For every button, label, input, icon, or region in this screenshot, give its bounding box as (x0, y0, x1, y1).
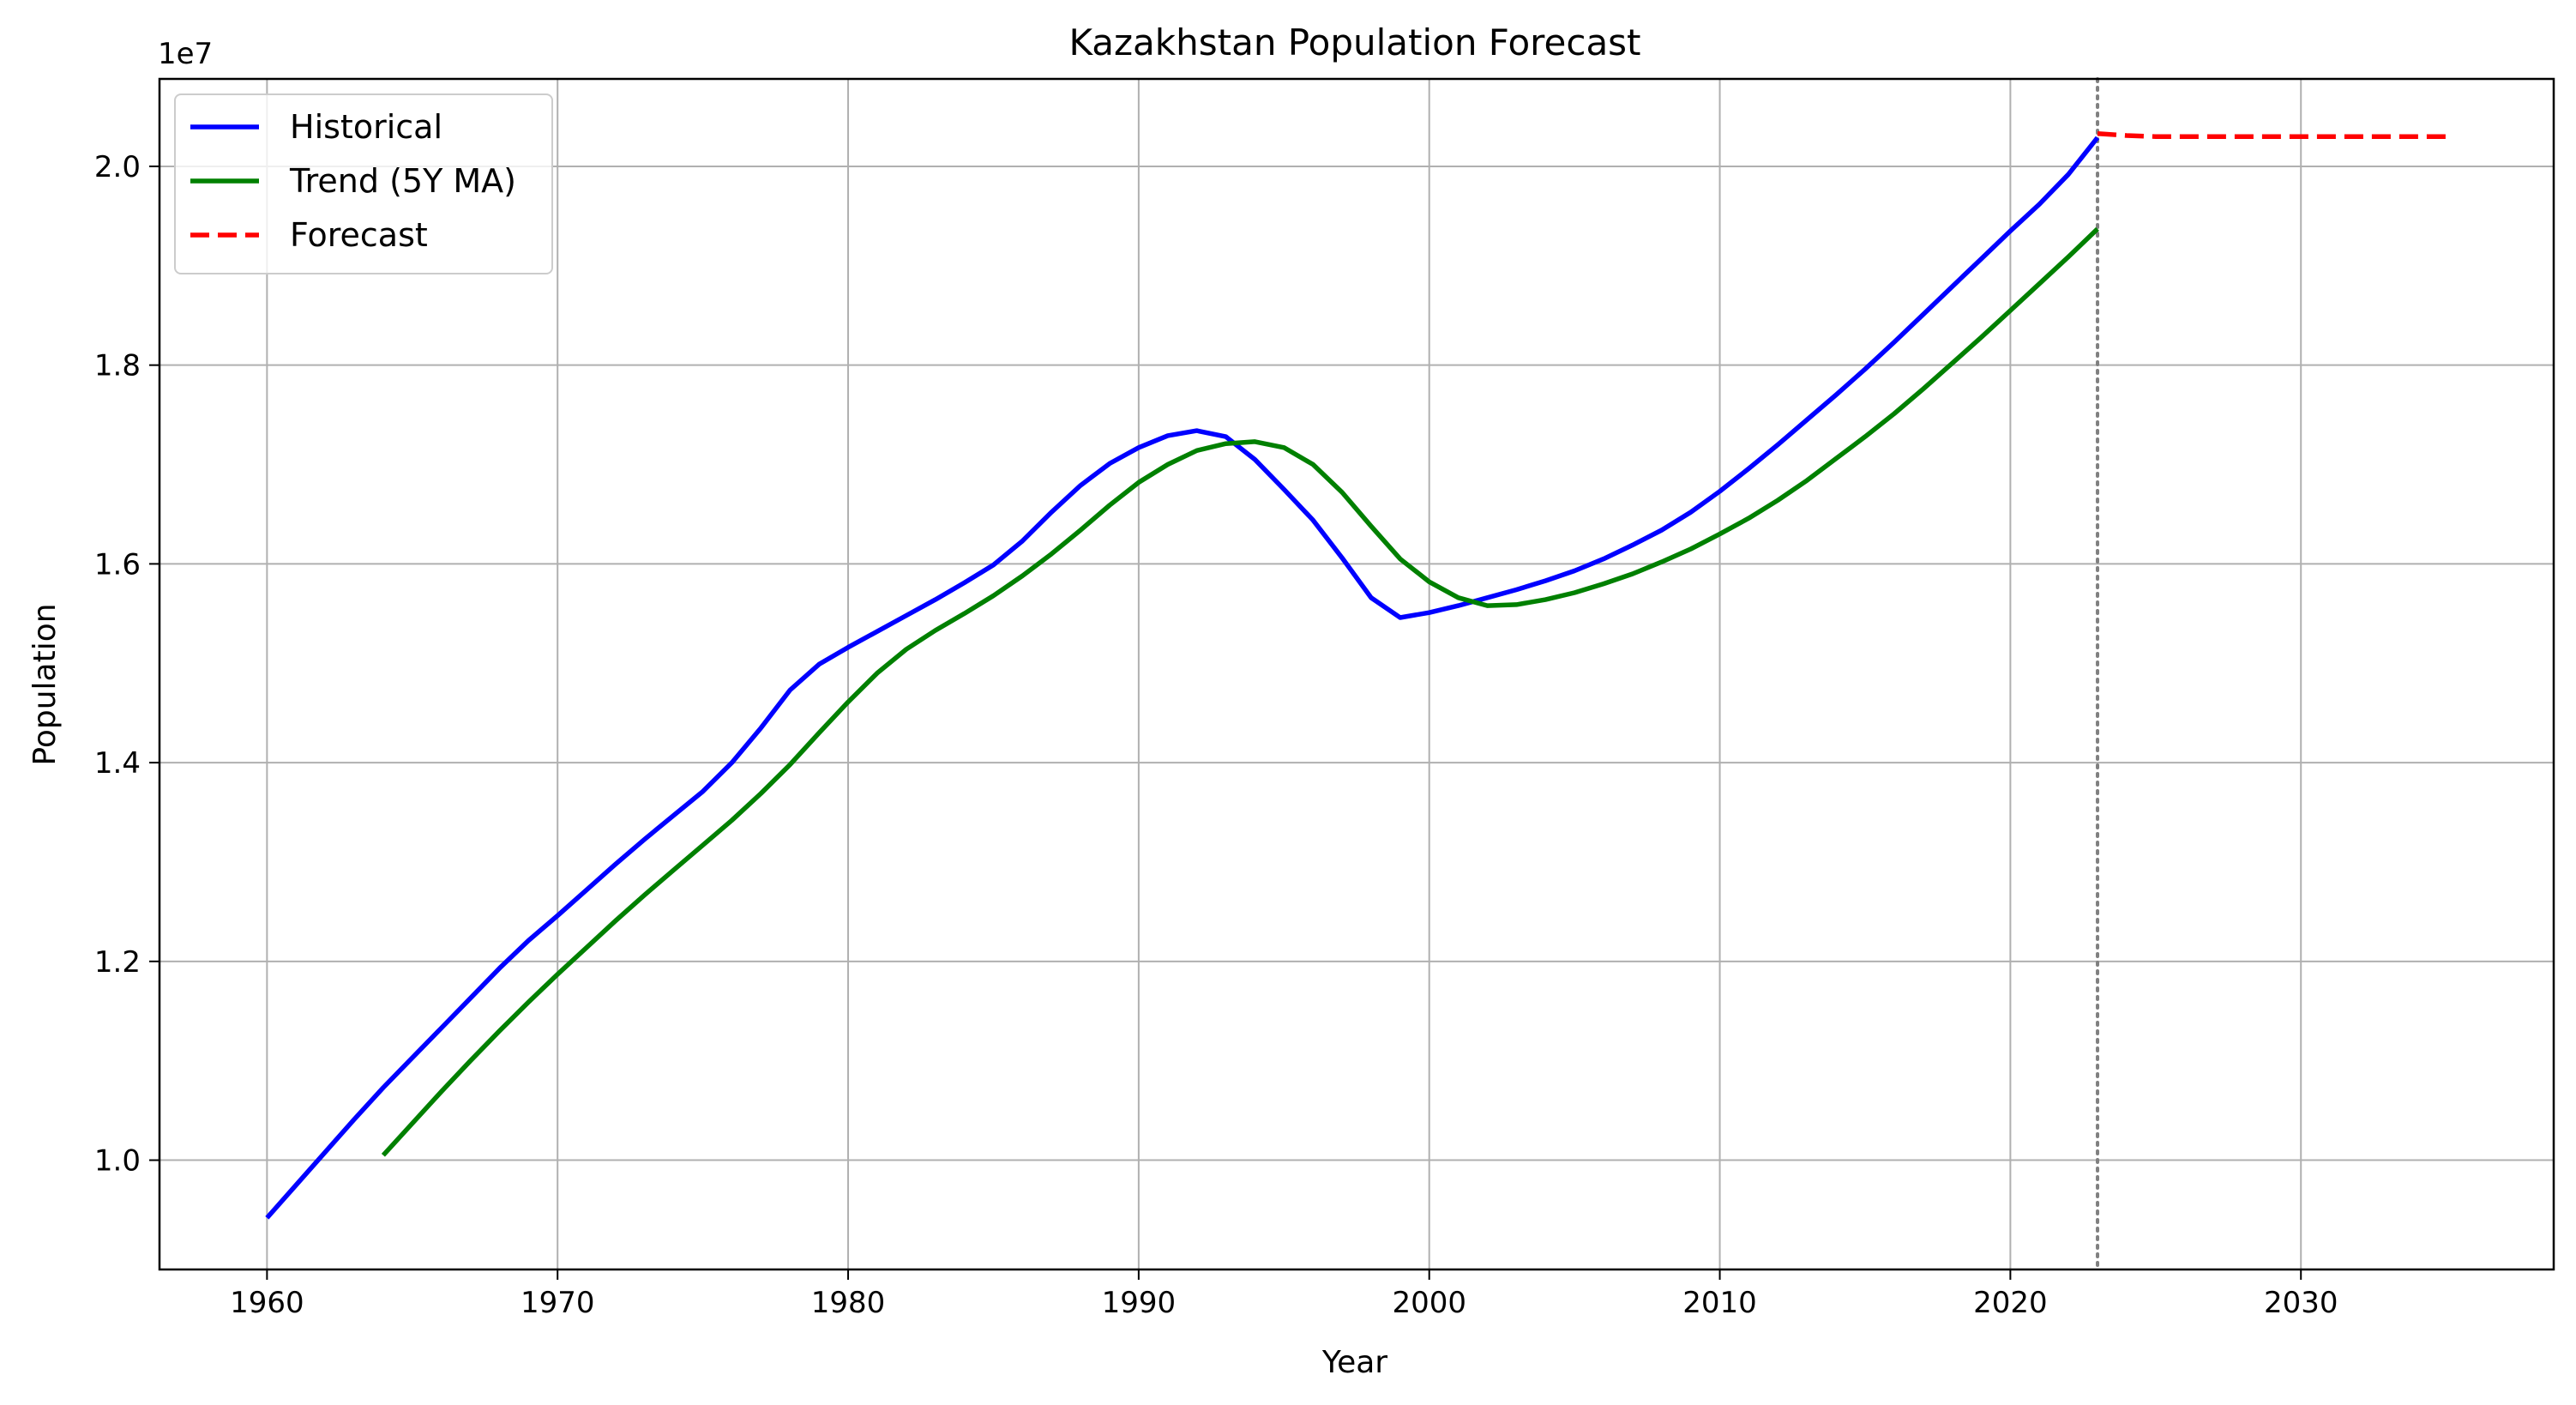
series-line-forecast (2097, 130, 2447, 139)
y-tick-label-3: 1.6 (94, 547, 141, 582)
x-tick-label-2010: 2010 (1682, 1286, 1757, 1320)
x-tick-label-2020: 2020 (1973, 1286, 2048, 1320)
series-line-historical (265, 136, 2100, 1220)
y-tick-label-1: 1.2 (94, 945, 141, 980)
legend: Historical Trend (5Y MA) Forecast (174, 93, 553, 274)
y-tick-label-5: 2.0 (94, 150, 141, 184)
y-axis-ticks: 1.0 1.2 1.4 1.6 1.8 2.0 (94, 150, 159, 1179)
chart-title: Kazakhstan Population Forecast (1068, 21, 1640, 63)
x-axis-ticks: 1960 1970 1980 1990 2000 2010 2020 2030 (230, 1269, 2338, 1320)
x-tick-label-1990: 1990 (1102, 1286, 1177, 1320)
y-axis-offset-label: 1e7 (158, 37, 213, 71)
series-lines (265, 130, 2447, 1220)
series-line-trend-5y-ma (381, 226, 2099, 1157)
x-tick-label-2000: 2000 (1392, 1286, 1466, 1320)
legend-label-trend-5y-ma: Trend (5Y MA) (289, 162, 516, 200)
x-tick-label-1960: 1960 (230, 1286, 304, 1320)
y-tick-label-0: 1.0 (94, 1144, 141, 1179)
legend-label-historical: Historical (290, 108, 442, 146)
x-tick-label-2030: 2030 (2264, 1286, 2338, 1320)
grid-lines (159, 79, 2554, 1269)
x-tick-label-1980: 1980 (811, 1286, 886, 1320)
y-axis-label: Population (27, 603, 63, 765)
x-axis-label: Year (1321, 1345, 1387, 1380)
legend-label-forecast: Forecast (290, 216, 428, 254)
legend-box (174, 93, 553, 274)
y-tick-label-2: 1.4 (94, 746, 141, 781)
plot-area-frame (158, 77, 2555, 1271)
y-tick-label-4: 1.8 (94, 349, 141, 383)
x-tick-label-1970: 1970 (521, 1286, 595, 1320)
